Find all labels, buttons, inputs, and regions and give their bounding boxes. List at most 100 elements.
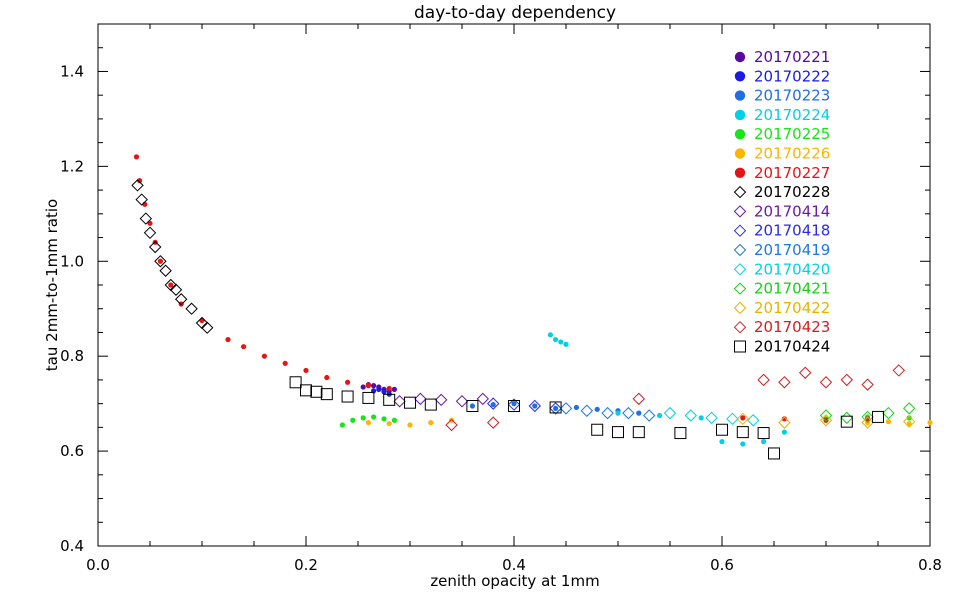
data-point: [303, 367, 309, 374]
data-point: [324, 374, 330, 381]
data-point: [882, 406, 895, 420]
data-point: [157, 258, 163, 264]
data-point: [719, 439, 725, 445]
data-point: [872, 410, 884, 423]
data-point: [840, 415, 853, 428]
data-point: [469, 403, 475, 409]
x-tick-label: 0.2: [294, 556, 318, 574]
data-point: [865, 416, 871, 422]
data-point: [365, 383, 371, 389]
data-point: [310, 385, 323, 398]
data-point: [861, 378, 874, 391]
legend-marker: [734, 51, 746, 63]
data-point: [434, 393, 448, 407]
data-point: [840, 373, 854, 387]
legend-label: 20170226: [754, 145, 830, 163]
legend-label: 20170420: [754, 260, 830, 278]
legend-label: 20170228: [754, 183, 830, 201]
data-point: [632, 392, 646, 406]
data-point: [798, 366, 812, 379]
data-point: [185, 302, 198, 315]
data-point: [428, 420, 434, 426]
data-point: [508, 400, 520, 413]
data-point: [137, 178, 143, 184]
data-point: [350, 417, 356, 423]
legend-label: 20170418: [754, 222, 830, 240]
data-point: [768, 447, 780, 460]
data-point: [445, 418, 458, 432]
data-point: [892, 364, 906, 377]
data-point: [580, 404, 594, 417]
data-point: [532, 403, 538, 409]
legend-label: 20170419: [754, 241, 830, 259]
legend-marker: [734, 71, 746, 82]
data-points: [131, 154, 933, 460]
data-point: [393, 395, 406, 408]
data-point: [339, 422, 345, 428]
data-point: [594, 406, 600, 412]
data-point: [225, 336, 231, 343]
data-point: [261, 353, 267, 359]
data-point: [391, 386, 397, 392]
data-point: [906, 415, 912, 421]
legend-label: 20170227: [754, 164, 830, 182]
legend-label: 20170422: [754, 299, 830, 317]
x-tick-label: 0.8: [918, 556, 942, 574]
data-point: [885, 419, 892, 425]
data-point: [902, 402, 916, 415]
data-point: [636, 410, 642, 416]
data-point: [300, 384, 312, 397]
data-point: [528, 399, 542, 413]
data-point: [778, 376, 791, 389]
legend-label: 20170414: [754, 202, 830, 220]
data-point: [746, 414, 760, 427]
legend-marker: [734, 129, 746, 140]
data-point: [511, 401, 517, 407]
legend-label: 20170421: [754, 280, 830, 298]
data-point: [404, 396, 416, 409]
data-point: [601, 406, 614, 420]
y-tick-label: 0.6: [60, 442, 84, 460]
data-point: [289, 376, 302, 389]
legend-marker: [733, 320, 747, 334]
data-point: [169, 283, 183, 296]
data-point: [657, 412, 663, 419]
data-point: [376, 386, 382, 392]
data-point: [383, 393, 396, 406]
data-point: [674, 427, 687, 440]
y-tick-label: 0.4: [60, 537, 84, 555]
data-point: [147, 220, 153, 226]
data-point: [632, 426, 645, 439]
data-point: [424, 398, 437, 411]
data-point: [553, 405, 559, 411]
data-point: [716, 423, 728, 436]
data-point: [736, 426, 749, 439]
data-point: [902, 415, 916, 428]
data-point: [139, 212, 153, 225]
data-point: [476, 392, 490, 406]
data-point: [705, 411, 718, 425]
y-tick-label: 1.0: [60, 252, 84, 270]
data-point: [927, 420, 933, 426]
legend-marker: [734, 148, 746, 159]
legend-marker: [733, 205, 747, 218]
data-point: [563, 341, 569, 347]
y-tick-label: 1.4: [60, 62, 84, 80]
data-point: [371, 414, 377, 420]
data-point: [449, 417, 455, 423]
data-point: [740, 415, 746, 421]
data-point: [362, 391, 375, 404]
data-point: [365, 420, 371, 426]
legend-label: 20170423: [754, 318, 830, 336]
data-point: [684, 409, 698, 422]
data-point: [486, 397, 500, 410]
data-point: [360, 415, 366, 421]
data-point: [168, 282, 174, 288]
data-point: [861, 410, 874, 424]
data-point: [819, 376, 833, 389]
data-point: [386, 420, 392, 427]
data-point: [698, 415, 704, 421]
x-axis-title: zenith opacity at 1mm: [430, 572, 599, 590]
legend-label: 20170223: [754, 87, 830, 105]
